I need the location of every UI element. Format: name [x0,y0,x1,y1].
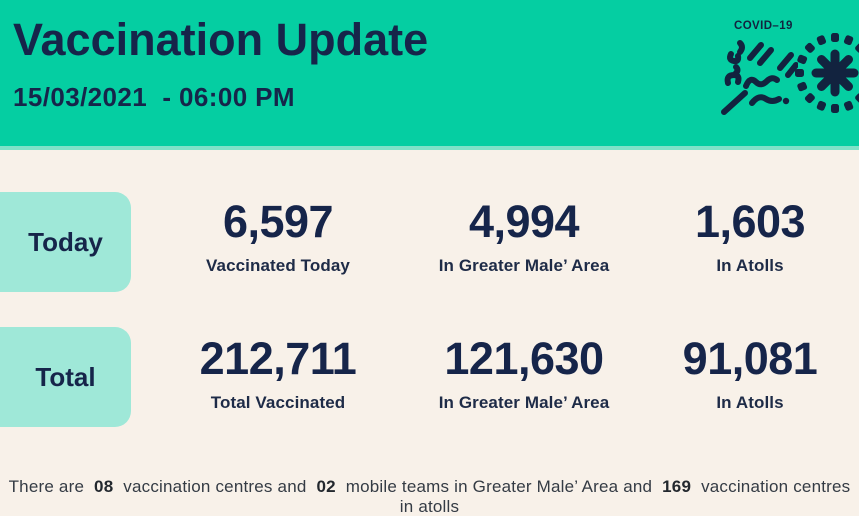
page-title: Vaccination Update [13,14,429,65]
stat-label: In Atolls [716,393,784,412]
stat-label: In Greater Male’ Area [438,256,610,275]
stat-label: In Greater Male’ Area [438,393,610,412]
stat-value: 91,081 [682,333,818,384]
header-banner: Vaccination Update 15/03/2021 - 06:00 PM… [0,0,859,150]
stat-value: 4,994 [468,196,580,247]
footer-text: vaccination centres in atolls [399,477,851,516]
stat-vaccinated-today: 6,597 Vaccinated Today [158,199,398,276]
footer-count-centres-atolls: 169 [662,477,692,496]
footer-note: There are 08 vaccination centres and 02 … [0,477,859,516]
footer-count-mobile-teams: 02 [316,477,336,496]
stat-label: In Atolls [716,256,784,275]
footer-count-centres-male: 08 [94,477,114,496]
stat-total-atolls: 91,081 In Atolls [655,336,845,413]
stat-value: 121,630 [444,333,604,384]
footer-text: mobile teams in Greater Male’ Area and [345,477,653,496]
stat-value: 6,597 [222,196,334,247]
virus-icon [795,33,859,113]
stat-total-greater-male: 121,630 In Greater Male’ Area [394,336,654,413]
report-datetime: 15/03/2021 - 06:00 PM [13,82,295,112]
stat-value: 212,711 [199,333,357,384]
footer-text: There are [8,477,85,496]
stat-label: Total Vaccinated [210,393,346,412]
thaana-script-icon [721,40,798,115]
stat-today-greater-male: 4,994 In Greater Male’ Area [394,199,654,276]
row-label-today: Today [0,192,131,292]
row-label-total: Total [0,327,131,427]
stat-today-atolls: 1,603 In Atolls [655,199,845,276]
covid19-logo-label: COVID–19 [734,20,793,32]
stat-value: 1,603 [694,196,806,247]
footer-text: vaccination centres and [123,477,307,496]
stat-total-vaccinated: 212,711 Total Vaccinated [158,336,398,413]
stat-label: Vaccinated Today [206,256,350,275]
